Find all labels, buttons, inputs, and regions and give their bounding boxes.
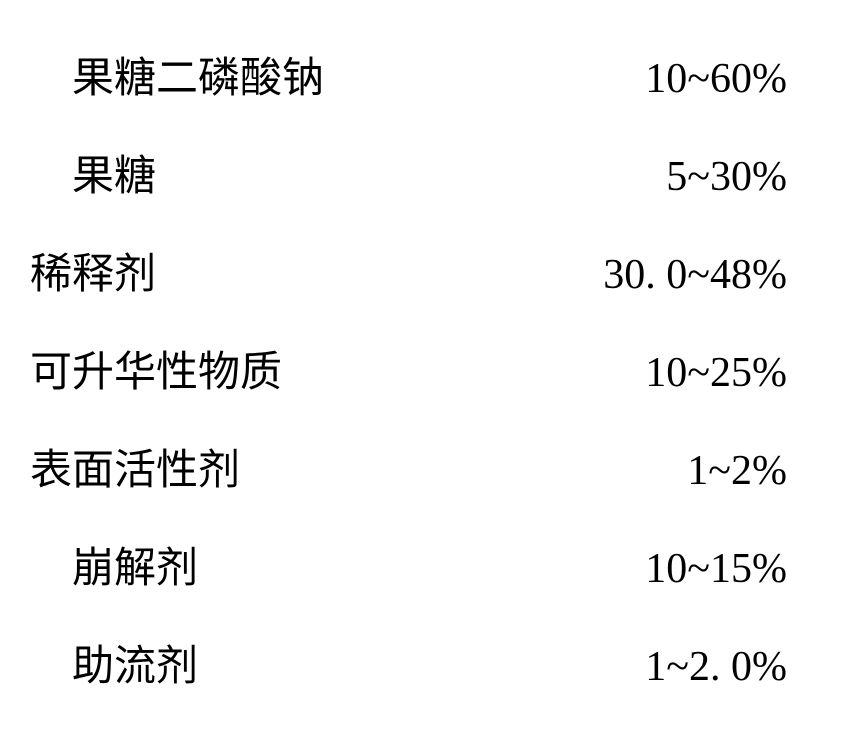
ingredient-label: 表面活性剂 bbox=[30, 446, 240, 496]
table-row: 果糖二磷酸钠 10~60% bbox=[30, 30, 787, 128]
ingredient-label: 果糖二磷酸钠 bbox=[30, 54, 324, 104]
ingredient-label: 助流剂 bbox=[30, 642, 198, 692]
ingredient-label: 果糖 bbox=[30, 152, 156, 202]
table-row: 表面活性剂 1~2% bbox=[30, 422, 787, 520]
ingredient-value: 1~2% bbox=[687, 446, 787, 496]
ingredient-label: 稀释剂 bbox=[30, 250, 156, 300]
table-row: 可升华性物质 10~25% bbox=[30, 324, 787, 422]
ingredient-value: 10~60% bbox=[645, 54, 787, 104]
table-row: 果糖 5~30% bbox=[30, 128, 787, 226]
ingredient-value: 10~25% bbox=[645, 348, 787, 398]
ingredient-value: 5~30% bbox=[666, 152, 787, 202]
table-row: 崩解剂 10~15% bbox=[30, 520, 787, 618]
table-row: 助流剂 1~2. 0% bbox=[30, 618, 787, 716]
ingredient-label: 崩解剂 bbox=[30, 544, 198, 594]
ingredient-label: 可升华性物质 bbox=[30, 348, 282, 398]
ingredient-value: 10~15% bbox=[645, 544, 787, 594]
ingredient-value: 30. 0~48% bbox=[603, 250, 787, 300]
ingredient-value: 1~2. 0% bbox=[645, 642, 787, 692]
table-row: 稀释剂 30. 0~48% bbox=[30, 226, 787, 324]
ingredient-table: 果糖二磷酸钠 10~60% 果糖 5~30% 稀释剂 30. 0~48% 可升华… bbox=[30, 30, 787, 716]
